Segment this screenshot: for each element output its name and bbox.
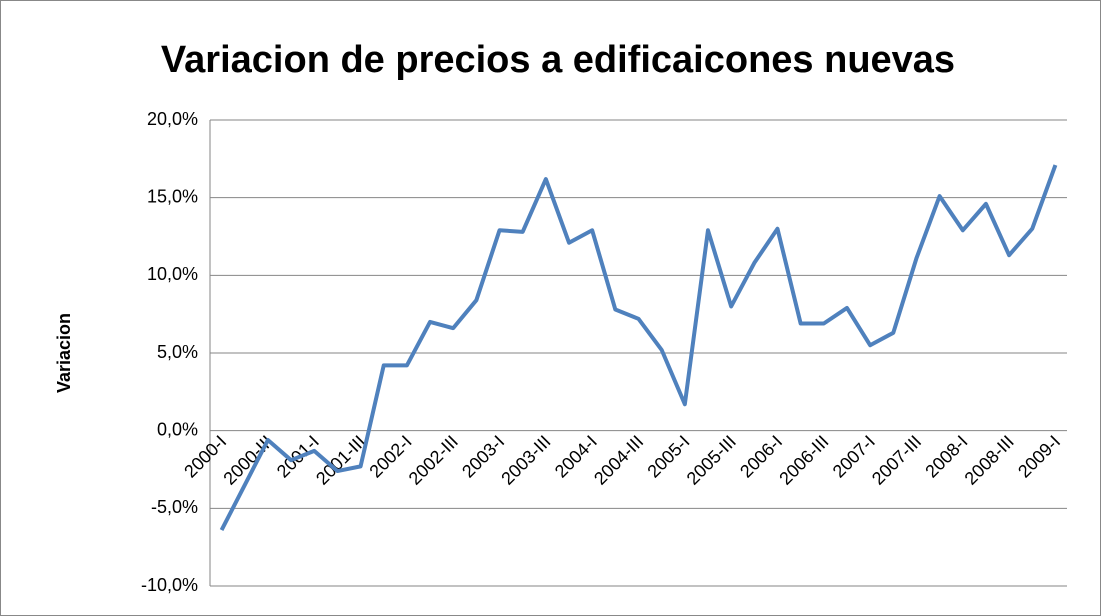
y-axis-label: Variacion	[54, 313, 74, 393]
y-tick-label: 20,0%	[147, 109, 198, 129]
y-tick-label: 15,0%	[147, 186, 198, 206]
y-tick-label: 5,0%	[157, 342, 198, 362]
data-line	[219, 164, 1058, 531]
y-tick-label: 0,0%	[157, 419, 198, 439]
chart-title: Variacion de precios a edificaicones nue…	[161, 39, 955, 81]
y-tick-label: -5,0%	[151, 497, 198, 517]
y-tick-label: -10,0%	[141, 575, 198, 595]
y-tick-label: 10,0%	[147, 264, 198, 284]
